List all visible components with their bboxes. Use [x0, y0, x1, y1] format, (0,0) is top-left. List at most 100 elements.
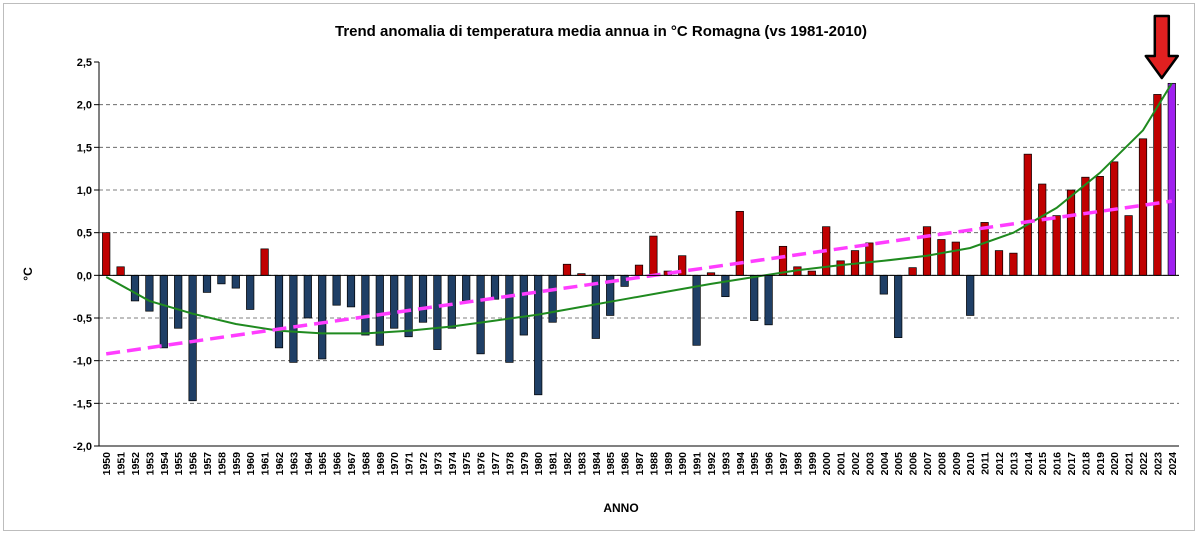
bar-1951 — [116, 266, 125, 276]
x-tick-label: 2017 — [1066, 452, 1078, 476]
x-tick-label: 1955 — [173, 452, 185, 476]
x-tick-label: 1953 — [144, 452, 156, 476]
bar-2006 — [908, 267, 917, 276]
y-tick-label: -1,0 — [73, 356, 92, 368]
bar-1970 — [390, 274, 399, 329]
bar-1973 — [433, 274, 442, 350]
x-tick-label: 1962 — [274, 452, 286, 476]
x-tick-label: 2018 — [1080, 452, 1092, 476]
y-tick-label: 2,0 — [77, 100, 92, 112]
bar-2019 — [1095, 175, 1104, 276]
x-tick-label: 2024 — [1167, 452, 1179, 476]
gridlines — [94, 61, 1179, 447]
highlight-arrow — [1144, 14, 1180, 80]
bar-1950 — [102, 232, 111, 276]
bar-1953 — [145, 274, 154, 312]
bar-1999 — [807, 270, 816, 276]
axes — [98, 62, 1179, 447]
bar-1965 — [318, 274, 327, 360]
x-tick-label: 1981 — [548, 452, 560, 476]
linear-trend-line — [105, 199, 1173, 356]
chart-title: Trend anomalia di temperatura media annu… — [335, 23, 867, 40]
bar-2007 — [922, 226, 932, 276]
x-tick-label: 1970 — [389, 452, 401, 476]
x-tick-label: 1956 — [188, 452, 200, 476]
bar-2011 — [980, 222, 989, 276]
x-tick-label: 1971 — [404, 452, 416, 476]
x-tick-label: 1983 — [576, 452, 588, 476]
y-tick-label: -2,0 — [73, 441, 92, 453]
x-tick-label: 1998 — [792, 452, 804, 476]
bar-2024 — [1167, 82, 1176, 276]
x-tick-label: 1972 — [418, 452, 430, 476]
bar-1960 — [246, 274, 255, 310]
x-tick-label: 1977 — [490, 452, 502, 476]
x-tick-label: 1968 — [360, 452, 372, 476]
bar-2004 — [879, 274, 888, 295]
x-tick-label: 2023 — [1152, 452, 1164, 476]
bar-1956 — [188, 274, 197, 402]
bar-1993 — [721, 274, 730, 298]
trend-lines — [105, 82, 1173, 356]
bar-1995 — [750, 274, 759, 321]
x-tick-label: 2006 — [908, 452, 920, 476]
bar-2018 — [1081, 176, 1090, 276]
bar-2015 — [1038, 183, 1047, 276]
bar-1961 — [260, 248, 269, 276]
bar-1977 — [490, 274, 500, 300]
bar-2005 — [894, 274, 903, 338]
x-tick-label: 1952 — [130, 452, 142, 476]
bar-2023 — [1153, 94, 1162, 276]
bar-1967 — [346, 274, 356, 308]
bar-1996 — [764, 274, 773, 326]
x-tick-label: 2015 — [1037, 452, 1049, 476]
bar-2016 — [1052, 215, 1061, 276]
bar-1966 — [332, 274, 341, 306]
y-tick-label: -1,5 — [73, 398, 92, 410]
bar-1994 — [735, 210, 744, 276]
y-tick-label: 2,5 — [77, 57, 92, 69]
x-tick-label: 1966 — [332, 452, 344, 476]
x-tick-label: 1963 — [288, 452, 300, 476]
x-tick-label: 2001 — [836, 452, 848, 476]
bar-2017 — [1066, 189, 1076, 276]
x-tick-label: 1997 — [778, 452, 790, 476]
bar-1954 — [159, 274, 168, 349]
bar-2014 — [1023, 153, 1032, 276]
bar-1979 — [519, 274, 528, 336]
bar-1952 — [130, 274, 140, 302]
x-tick-label: 1979 — [519, 452, 531, 476]
bar-1958 — [217, 274, 226, 285]
x-tick-label: 1969 — [375, 452, 387, 476]
polynomial-trend-line — [105, 82, 1173, 335]
x-tick-label: 1954 — [159, 452, 171, 476]
bar-2022 — [1138, 138, 1148, 276]
x-tick-label: 2016 — [1052, 452, 1064, 476]
chart: Trend anomalia di temperatura media annu… — [21, 14, 1180, 515]
bar-2009 — [951, 241, 960, 276]
x-axis-label: ANNO — [603, 501, 638, 515]
x-tick-label: 2012 — [994, 452, 1006, 476]
x-tick-label: 1991 — [692, 452, 704, 476]
x-tick-label: 2005 — [893, 452, 905, 476]
x-tick-label: 1992 — [706, 452, 718, 476]
x-tick-label: 2019 — [1095, 452, 1107, 476]
x-tick-label: 1957 — [202, 452, 214, 476]
x-tick-label: 2021 — [1124, 452, 1136, 476]
bar-2020 — [1110, 161, 1119, 276]
x-tick-label: 1993 — [720, 452, 732, 476]
x-tick-label: 1999 — [807, 452, 819, 476]
y-tick-label: 0,5 — [77, 228, 92, 240]
bar-1964 — [303, 274, 312, 319]
y-tick-labels: 2,5 2,0 1,5 1,0 0,5 0,0 -0,5 -1,0 -1,5 -2,0 — [73, 57, 92, 453]
x-tick-label: 1984 — [591, 452, 603, 476]
y-tick-label: -0,5 — [73, 313, 92, 325]
x-tick-label: 1980 — [533, 452, 545, 476]
bar-1959 — [231, 274, 240, 289]
bar-1968 — [361, 274, 370, 336]
x-tick-label: 1959 — [231, 452, 243, 476]
x-tick-label: 1989 — [663, 452, 675, 476]
x-tick-label: 1994 — [735, 452, 747, 476]
x-tick-label: 1973 — [432, 452, 444, 476]
x-tick-label: 1982 — [562, 452, 574, 476]
